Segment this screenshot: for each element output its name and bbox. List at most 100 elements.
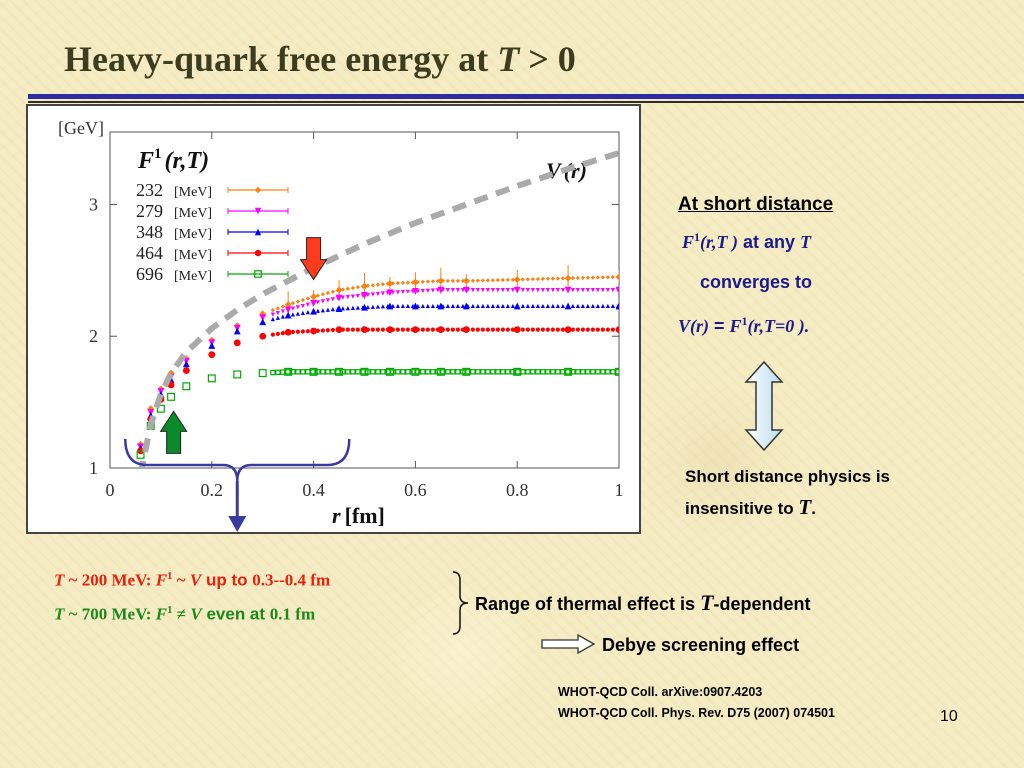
data-point: [233, 370, 242, 379]
data-point-dense: [425, 303, 430, 309]
data-point-dense: [430, 327, 435, 332]
data-point-dense: [545, 303, 550, 309]
data-point-dense: [500, 303, 505, 309]
data-point-dense: [485, 327, 490, 332]
data-point-dense: [390, 303, 395, 309]
series-696: [136, 367, 619, 459]
data-point-dense: [490, 369, 496, 375]
data-point-dense: [570, 369, 576, 375]
potential-layer: [138, 150, 619, 468]
data-point-dense: [420, 288, 425, 294]
insensitive-prefix: insensitive to: [685, 499, 799, 518]
data-point-dense: [470, 303, 475, 309]
data-point-dense: [605, 288, 610, 293]
data-point-dense: [325, 369, 331, 375]
data-point-dense: [585, 288, 590, 293]
data-point-dense: [535, 276, 540, 282]
data-point-dense: [325, 328, 330, 333]
data-point-dense: [410, 369, 416, 375]
double-headed-arrow-icon: [744, 360, 784, 452]
data-point-dense: [295, 369, 301, 375]
data-point-dense: [455, 278, 460, 283]
data-point-dense: [575, 369, 581, 375]
data-point-dense: [320, 369, 326, 375]
data-point-dense: [485, 303, 490, 309]
data-point-dense: [330, 307, 335, 312]
data-point-dense: [580, 275, 585, 280]
data-point-dense: [440, 288, 445, 293]
data-point-dense: [570, 288, 575, 293]
data-point-dense: [465, 288, 470, 293]
legend-marker: [254, 228, 262, 236]
data-point-dense: [495, 277, 500, 283]
data-point-dense: [350, 369, 356, 375]
data-point-dense: [350, 305, 355, 310]
data-point-dense: [480, 327, 485, 332]
data-point-dense: [540, 276, 545, 282]
data-point-dense: [605, 303, 610, 309]
data-point-dense: [355, 293, 360, 299]
data-point-dense: [435, 288, 440, 293]
data-point-dense: [450, 288, 455, 293]
data-point-dense: [270, 308, 275, 313]
x-tick-label: 0.4: [302, 480, 325, 500]
data-point-dense: [300, 297, 305, 303]
data-point-dense: [420, 327, 425, 332]
data-point-dense: [565, 303, 570, 309]
data-point-dense: [370, 292, 375, 297]
data-point-dense: [285, 330, 290, 335]
data-point-dense: [510, 369, 516, 375]
data-point-dense: [280, 331, 285, 336]
data-point-dense: [585, 275, 590, 280]
title-main: Heavy-quark free energy at: [64, 39, 498, 79]
data-point-dense: [610, 327, 615, 332]
potential-label-r: (r): [564, 158, 587, 183]
data-point-dense: [345, 327, 350, 332]
legend-marker: [254, 249, 262, 257]
data-point-dense: [470, 278, 475, 283]
data-point-dense: [440, 327, 445, 332]
data-point-dense: [370, 283, 375, 288]
free-energy-chart: 0 0.2 0.4 0.6 0.8 1 123 [GeV] r [fm] F1 (r,T) 2…: [58, 118, 624, 532]
data-point-dense: [365, 304, 370, 310]
data-point-dense: [540, 327, 545, 332]
data-point-dense: [325, 290, 330, 296]
data-point: [208, 351, 216, 359]
data-point-dense: [370, 304, 375, 309]
data-point-dense: [400, 327, 405, 332]
data-point-dense: [600, 288, 605, 293]
data-point-dense: [545, 327, 550, 332]
data-point-dense: [500, 369, 506, 375]
data-point-dense: [450, 327, 455, 332]
data-point-dense: [525, 288, 530, 293]
bracket-arrow-head: [228, 516, 247, 532]
data-point-dense: [350, 285, 355, 291]
data-point-dense: [400, 369, 406, 375]
plot-frame: [109, 131, 620, 469]
data-point-dense: [590, 303, 595, 309]
data-point-dense: [455, 303, 460, 309]
data-point-dense: [610, 274, 615, 280]
data-point-dense: [300, 369, 306, 375]
data-point-dense: [395, 281, 400, 286]
data-point-dense: [315, 328, 320, 333]
data-point-dense: [365, 327, 370, 332]
data-point-dense: [290, 306, 295, 311]
insensitive-line-2: insensitive to T.: [685, 492, 890, 524]
data-point-dense: [525, 327, 530, 332]
data-point-dense: [330, 369, 336, 375]
data-point-dense: [565, 369, 571, 375]
data-point-dense: [340, 295, 345, 300]
y-tick-label: 1: [89, 458, 98, 478]
data-point-dense: [495, 303, 500, 309]
data-point-dense: [510, 303, 515, 309]
data-point-dense: [450, 303, 455, 309]
data-point-dense: [555, 276, 560, 281]
title-t: T: [497, 39, 520, 79]
data-layer: [136, 265, 619, 459]
data-point-dense: [345, 306, 350, 311]
debye-screening-label: Debye screening effect: [602, 635, 800, 655]
data-point-dense: [395, 303, 400, 309]
data-point-dense: [565, 327, 570, 332]
y-tick-label: 3: [89, 194, 98, 214]
